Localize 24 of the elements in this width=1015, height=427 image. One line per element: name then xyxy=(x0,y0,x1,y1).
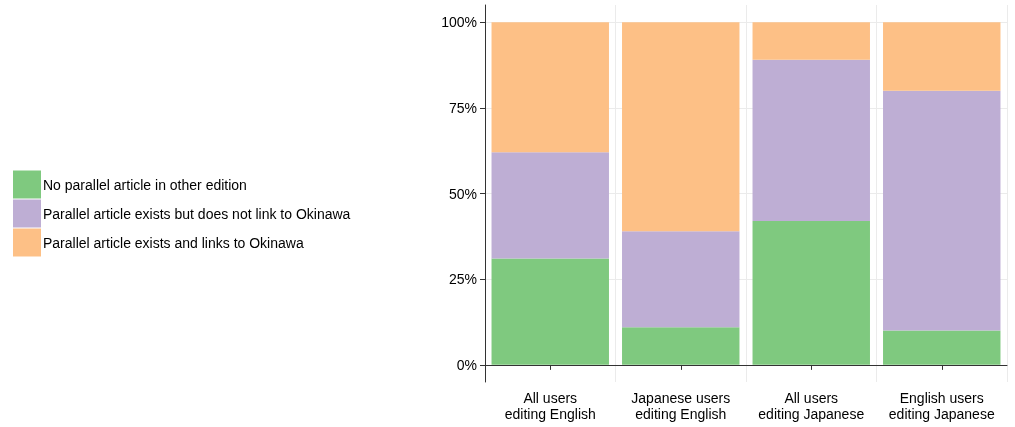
x-tick-label: Japanese users editing English xyxy=(631,390,731,422)
bar xyxy=(622,327,740,365)
legend-label: No parallel article in other edition xyxy=(43,176,247,193)
y-tick-label: 25% xyxy=(448,271,477,288)
bar xyxy=(491,22,609,153)
bar xyxy=(883,90,1001,331)
bar xyxy=(883,22,1001,91)
bar xyxy=(491,152,609,259)
legend-label: Parallel article exists and links to Okinawa xyxy=(43,234,304,251)
bar xyxy=(622,22,740,232)
bar xyxy=(622,231,740,328)
legend-label: Parallel article exists but does not link to Okinawa xyxy=(43,205,351,222)
bar xyxy=(883,330,1001,365)
x-tick-label: All users editing Japanese xyxy=(758,390,865,422)
y-tick-label: 100% xyxy=(441,14,477,31)
bar xyxy=(752,220,870,365)
y-tick-label: 50% xyxy=(448,185,477,202)
y-tick-label: 75% xyxy=(448,99,477,116)
x-tick-label: English users editing Japanese xyxy=(888,390,995,422)
bar xyxy=(752,59,870,221)
y-tick-label: 0% xyxy=(456,356,477,373)
bar xyxy=(752,22,870,60)
x-tick-label: All users editing English xyxy=(504,390,596,422)
bar xyxy=(491,258,609,365)
